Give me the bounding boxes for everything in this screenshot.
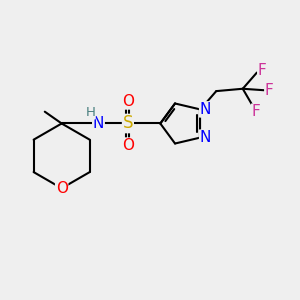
Text: O: O: [56, 181, 68, 196]
Text: N: N: [200, 130, 211, 145]
Text: F: F: [265, 83, 274, 98]
Text: S: S: [123, 115, 133, 133]
Text: O: O: [122, 94, 134, 109]
Text: O: O: [122, 138, 134, 153]
Text: N: N: [200, 102, 211, 117]
Text: F: F: [252, 104, 260, 119]
Text: F: F: [258, 63, 267, 78]
Text: N: N: [93, 116, 104, 131]
Text: H: H: [85, 106, 95, 119]
